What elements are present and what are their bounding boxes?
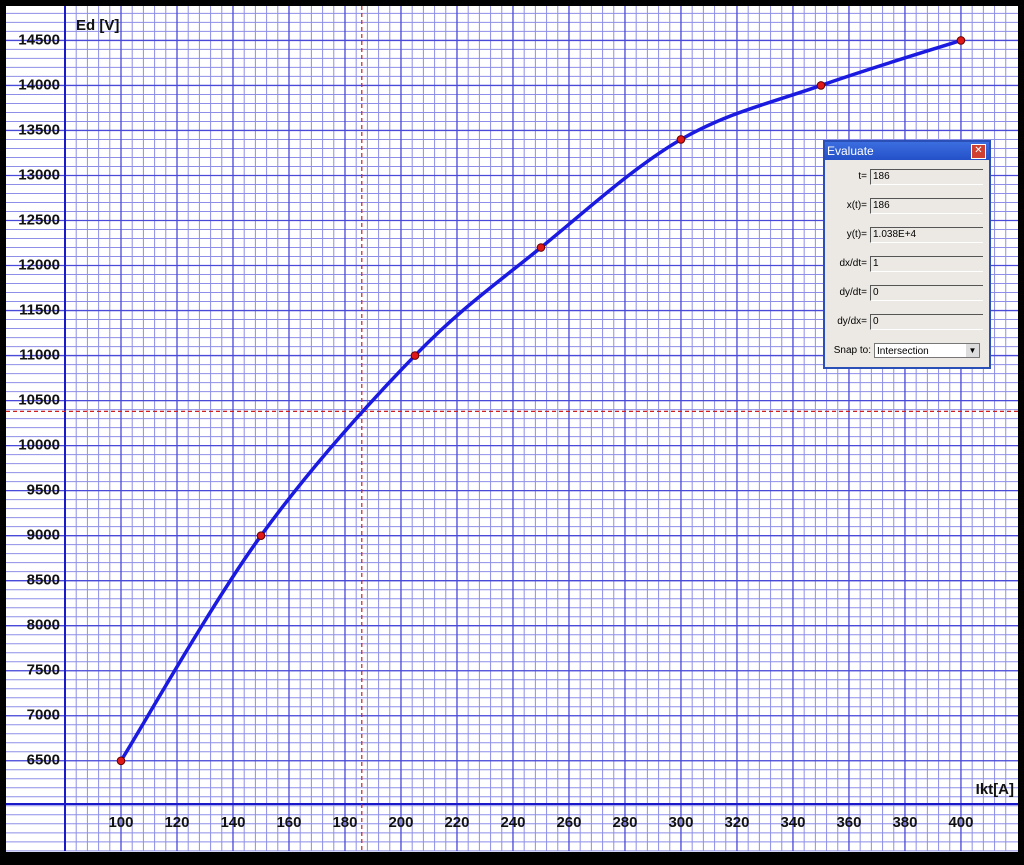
y-tick-label: 14500: [18, 31, 60, 48]
y-tick-label: 8500: [27, 572, 60, 589]
dialog-title-bar: Evaluate ✕: [825, 142, 989, 160]
y-tick-label: 9500: [27, 482, 60, 499]
data-point: [116, 756, 126, 766]
y-axis-label: Ed [V]: [76, 17, 119, 34]
field-value[interactable]: 186: [870, 169, 983, 185]
field-row: dy/dx= 0: [825, 314, 989, 330]
field-label: y(t)=: [846, 229, 867, 240]
field-row: dx/dt= 1: [825, 256, 989, 272]
data-point: [676, 135, 686, 144]
field-label: dy/dt=: [839, 287, 867, 298]
y-tick-label: 7500: [27, 662, 60, 679]
field-row: dy/dt= 0: [825, 285, 989, 301]
snap-row: Snap to: Intersection ▼: [825, 343, 989, 359]
x-axis-label: Ikt[A]: [976, 781, 1014, 798]
data-point: [256, 531, 266, 540]
y-tick-label: 11500: [19, 302, 60, 319]
field-value[interactable]: 1: [870, 256, 983, 272]
y-tick-label: 11000: [19, 347, 60, 364]
x-tick-label: 180: [332, 814, 357, 831]
field-row: t= 186: [825, 169, 989, 185]
field-label: x(t)=: [846, 200, 867, 211]
close-button[interactable]: ✕: [971, 144, 986, 159]
x-tick-label: 260: [556, 814, 581, 831]
x-tick-label: 400: [948, 814, 973, 831]
field-value[interactable]: 0: [870, 314, 983, 330]
x-tick-label: 300: [668, 814, 693, 831]
field-value[interactable]: 1.038E+4: [870, 227, 983, 243]
y-tick-label: 8000: [27, 617, 60, 634]
x-tick-label: 100: [108, 814, 133, 831]
y-tick-label: 9000: [27, 527, 60, 544]
x-tick-label: 280: [612, 814, 637, 831]
x-tick-label: 160: [276, 814, 301, 831]
y-tick-label: 13500: [18, 121, 60, 138]
x-tick-label: 380: [892, 814, 917, 831]
snap-select[interactable]: Intersection ▼: [874, 343, 980, 358]
x-tick-label: 240: [500, 814, 525, 831]
data-point: [956, 36, 966, 45]
x-tick-label: 360: [836, 814, 861, 831]
dropdown-arrow[interactable]: ▼: [966, 344, 979, 357]
x-tick-label: 320: [724, 814, 749, 831]
y-tick-label: 10000: [18, 437, 60, 454]
y-tick-label: 6500: [27, 752, 60, 769]
field-row: x(t)= 186: [825, 198, 989, 214]
field-row: y(t)= 1.038E+4: [825, 227, 989, 243]
field-label: dy/dx=: [837, 316, 867, 327]
snap-label: Snap to:: [833, 345, 871, 356]
x-tick-label: 140: [220, 814, 245, 831]
x-tick-label: 200: [388, 814, 413, 831]
y-tick-label: 14000: [18, 76, 60, 93]
data-point: [536, 243, 546, 252]
y-tick-label: 7000: [27, 707, 60, 724]
field-label: dx/dt=: [839, 258, 867, 269]
data-point: [816, 81, 826, 90]
grid: [6, 6, 1018, 852]
x-tick-label: 120: [164, 814, 189, 831]
dialog-title: Evaluate: [827, 144, 874, 158]
snap-value: Intersection: [877, 346, 929, 357]
y-tick-label: 13000: [18, 166, 60, 183]
field-value[interactable]: 0: [870, 285, 983, 301]
y-tick-label: 10500: [18, 392, 60, 409]
evaluate-dialog[interactable]: Evaluate ✕ t= 186 x(t)= 186 y(t)= 1.038E+4 dx/d…: [823, 140, 991, 369]
y-tick-label: 12500: [18, 211, 60, 228]
field-value[interactable]: 186: [870, 198, 983, 214]
x-tick-label: 220: [444, 814, 469, 831]
data-point: [410, 351, 420, 360]
y-tick-label: 12000: [18, 256, 60, 273]
x-tick-label: 340: [780, 814, 805, 831]
content: 100 120 140 160 180 200 220 240 260 280 300 320 340 3…: [6, 6, 1018, 851]
field-label: t=: [858, 171, 867, 182]
